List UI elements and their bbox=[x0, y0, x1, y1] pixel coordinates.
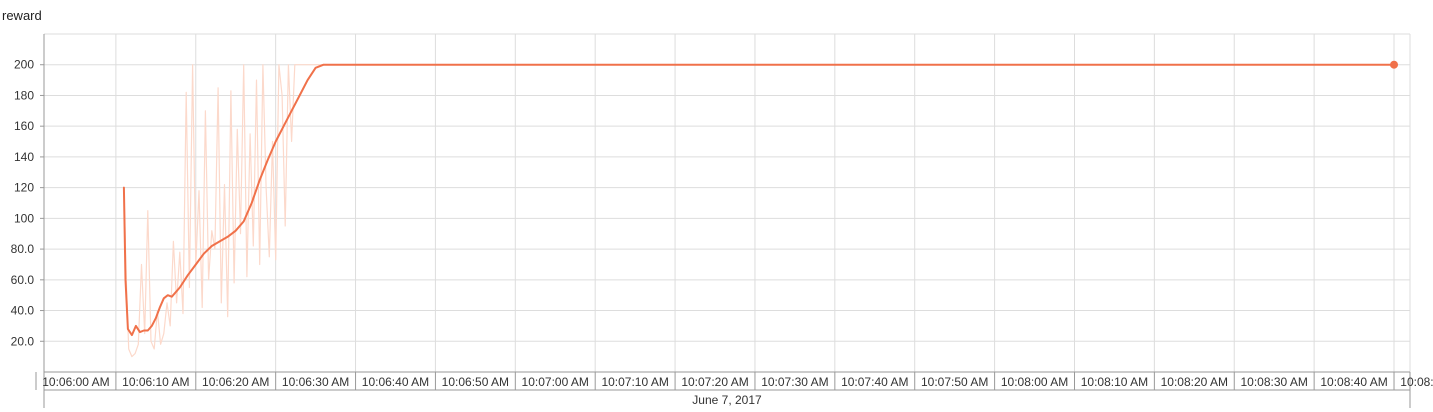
x-tick-label: 10:06:40 AM bbox=[362, 375, 429, 389]
x-tick-label: 10:08:10 AM bbox=[1081, 375, 1148, 389]
x-tick-label: 10:07:40 AM bbox=[841, 375, 908, 389]
y-tick-label: 60.0 bbox=[11, 273, 35, 287]
x-tick-label: 10:07:50 AM bbox=[921, 375, 988, 389]
x-tick-label: 10:08:50 AM bbox=[1400, 375, 1433, 389]
y-tick-label: 100 bbox=[14, 211, 34, 225]
x-tick-label: 10:06:20 AM bbox=[202, 375, 269, 389]
x-tick-label: 10:06:10 AM bbox=[122, 375, 189, 389]
smoothed-series-line bbox=[122, 63, 1395, 337]
x-tick-label: 10:07:20 AM bbox=[681, 375, 748, 389]
x-tick-label: 10:07:30 AM bbox=[761, 375, 828, 389]
y-tick-label: 120 bbox=[14, 181, 34, 195]
x-tick-label: 10:06:50 AM bbox=[442, 375, 509, 389]
raw-series-line bbox=[123, 64, 333, 358]
x-tick-label: 10:07:10 AM bbox=[601, 375, 668, 389]
y-tick-label: 80.0 bbox=[11, 242, 35, 256]
x-tick-label: 10:08:00 AM bbox=[1001, 375, 1068, 389]
y-tick-label: 160 bbox=[14, 119, 34, 133]
y-tick-label: 140 bbox=[14, 150, 34, 164]
chart-title: reward bbox=[2, 8, 42, 23]
y-tick-label: 20.0 bbox=[11, 334, 35, 348]
x-tick-label: 10:08:30 AM bbox=[1241, 375, 1308, 389]
y-tick-label: 180 bbox=[14, 88, 34, 102]
x-axis-label: June 7, 2017 bbox=[692, 393, 762, 407]
x-tick-label: 10:06:30 AM bbox=[282, 375, 349, 389]
series-end-marker bbox=[1390, 60, 1399, 69]
y-tick-label: 40.0 bbox=[11, 304, 35, 318]
x-tick-label: 10:08:40 AM bbox=[1320, 375, 1387, 389]
y-tick-label: 200 bbox=[14, 58, 34, 72]
x-tick-label: 10:08:20 AM bbox=[1161, 375, 1228, 389]
x-tick-label: 10:07:00 AM bbox=[522, 375, 589, 389]
series-layer bbox=[122, 60, 1399, 358]
axes bbox=[43, 33, 1411, 408]
x-axis-ticks: 10:06:00 AM 10:06:10 AM 10:06:20 AM 10:06:3… bbox=[35, 372, 1433, 391]
y-axis-ticks: 20.0 40.0 60.0 80.0 100 120 140 160 180 200 bbox=[11, 58, 44, 348]
x-tick-label: 10:06:00 AM bbox=[42, 375, 109, 389]
